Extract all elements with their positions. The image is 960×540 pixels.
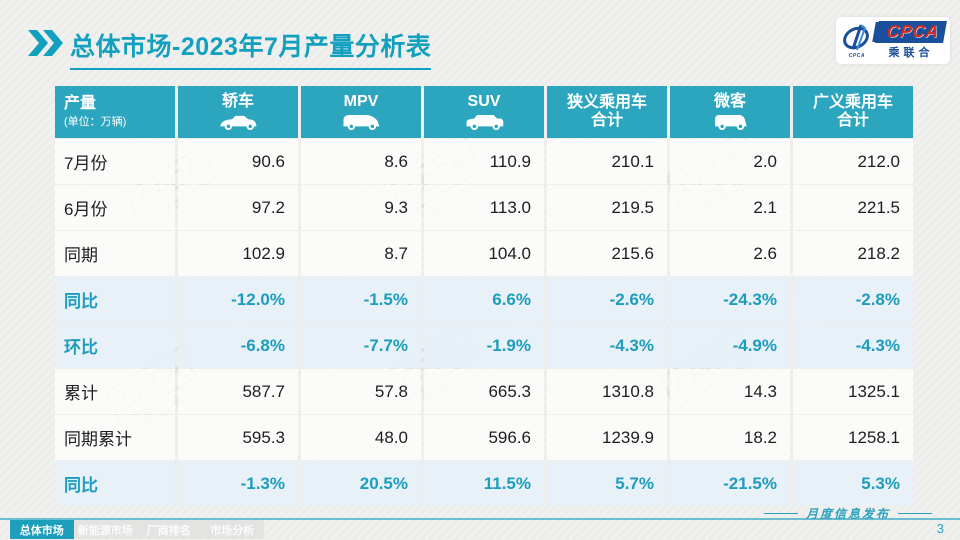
cell-value: 18.2: [670, 415, 790, 460]
cell-value: 57.8: [301, 369, 421, 414]
row-label: 累计: [55, 369, 175, 414]
header-cell-mpv: MPV: [301, 86, 421, 138]
cell-value: -1.9%: [424, 323, 544, 368]
cell-value: 219.5: [547, 185, 667, 230]
cell-value: -6.8%: [178, 323, 298, 368]
production-table: 产量 (单位：万辆) 轿车 MPV SUV 狭义乘用车 合计 微客: [55, 86, 913, 506]
cell-value: 596.6: [424, 415, 544, 460]
tab-overall-market[interactable]: 总体市场: [10, 520, 74, 539]
footer-divider: [0, 518, 960, 520]
cell-value: 104.0: [424, 231, 544, 276]
cell-value: 215.6: [547, 231, 667, 276]
header-cell-microvan: 微客: [670, 86, 790, 138]
cell-value: 102.9: [178, 231, 298, 276]
cell-value: 218.2: [793, 231, 913, 276]
mpv-icon: [343, 114, 380, 130]
publication-label: 月度信息发布: [764, 505, 932, 522]
page-number: 3: [936, 521, 944, 536]
cell-value: 8.6: [301, 139, 421, 184]
cell-value: 110.9: [424, 139, 544, 184]
tab-nev-market[interactable]: 新能源市场: [77, 524, 133, 537]
cell-value: 5.7%: [547, 461, 667, 506]
cell-value: -2.6%: [547, 277, 667, 322]
cpca-emblem-icon: CPCA: [841, 23, 873, 59]
cell-value: 2.1: [670, 185, 790, 230]
cell-value: 90.6: [178, 139, 298, 184]
page-title: 总体市场-2023年7月产量分析表: [70, 27, 432, 70]
cell-value: -7.7%: [301, 323, 421, 368]
cell-value: 11.5%: [424, 461, 544, 506]
cell-value: 1239.9: [547, 415, 667, 460]
cell-value: 20.5%: [301, 461, 421, 506]
cell-value: 8.7: [301, 231, 421, 276]
cell-value: 113.0: [424, 185, 544, 230]
cpca-logo: CPCA CPCA 乘联合: [836, 17, 950, 64]
cell-value: 665.3: [424, 369, 544, 414]
logo-cpca-box: CPCA: [874, 21, 948, 43]
cell-value: -12.0%: [178, 277, 298, 322]
row-label: 同比: [55, 461, 175, 506]
cell-value: 221.5: [793, 185, 913, 230]
cell-value: 5.3%: [793, 461, 913, 506]
cell-value: 1325.1: [793, 369, 913, 414]
header-cell-sedan: 轿车: [178, 86, 298, 138]
cell-value: 48.0: [301, 415, 421, 460]
tab-oem-ranking[interactable]: 厂商排名: [146, 524, 191, 537]
logo-chinese-text: 乘联合: [888, 47, 934, 59]
suv-icon: [466, 114, 504, 130]
tab-market-analysis[interactable]: 市场分析: [210, 524, 255, 537]
cell-value: -4.9%: [670, 323, 790, 368]
table-unit-label: (单位：万辆): [64, 115, 127, 128]
header-cell-broad-pv: 广义乘用车 合计: [793, 86, 913, 138]
row-label: 环比: [55, 323, 175, 368]
cell-value: 2.0: [670, 139, 790, 184]
slide-title-bar: 总体市场-2023年7月产量分析表: [28, 27, 432, 70]
row-label: 6月份: [55, 185, 175, 230]
row-label: 7月份: [55, 139, 175, 184]
cell-value: -1.5%: [301, 277, 421, 322]
cell-value: -4.3%: [793, 323, 913, 368]
logo-wordmark: CPCA 乘联合: [874, 21, 948, 60]
cell-value: 587.7: [178, 369, 298, 414]
cell-value: 595.3: [178, 415, 298, 460]
cell-value: 2.6: [670, 231, 790, 276]
cell-value: 212.0: [793, 139, 913, 184]
sedan-icon: [220, 115, 257, 130]
page-title-rest: -2023年7月产量分析表: [172, 33, 432, 61]
cell-value: 1258.1: [793, 415, 913, 460]
header-cell-unit: 产量 (单位：万辆): [55, 86, 175, 138]
row-label: 同期: [55, 231, 175, 276]
table-measure-label: 产量: [64, 95, 97, 113]
cell-value: 1310.8: [547, 369, 667, 414]
microvan-icon: [715, 114, 747, 130]
cell-value: -21.5%: [670, 461, 790, 506]
cell-value: -1.3%: [178, 461, 298, 506]
cell-value: 6.6%: [424, 277, 544, 322]
cell-value: -4.3%: [547, 323, 667, 368]
cell-value: 14.3: [670, 369, 790, 414]
header-cell-suv: SUV: [424, 86, 544, 138]
page-title-bold: 总体市场: [70, 33, 173, 61]
emblem-caption: CPCA: [848, 52, 865, 59]
row-label: 同期累计: [55, 415, 175, 460]
cell-value: -2.8%: [793, 277, 913, 322]
cell-value: 9.3: [301, 185, 421, 230]
row-label: 同比: [55, 277, 175, 322]
cell-value: 210.1: [547, 139, 667, 184]
cell-value: -24.3%: [670, 277, 790, 322]
header-cell-narrow-pv: 狭义乘用车 合计: [547, 86, 667, 138]
cell-value: 97.2: [178, 185, 298, 230]
double-chevron-icon: [28, 30, 63, 56]
section-tab-bar: 总体市场 新能源市场 厂商排名 市场分析: [10, 520, 264, 539]
